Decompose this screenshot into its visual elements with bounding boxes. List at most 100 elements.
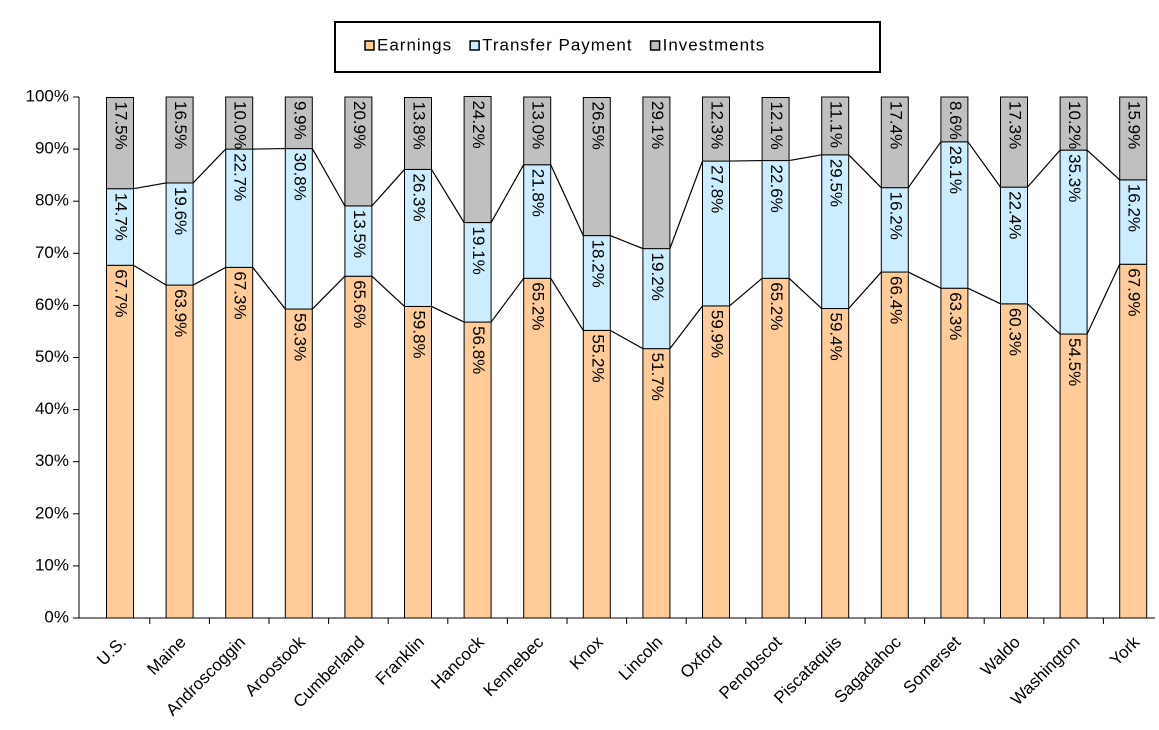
value-label: 35.3% [1065, 154, 1084, 202]
value-label: 26.3% [410, 173, 429, 221]
bar-segment [165, 182, 194, 286]
value-label: 59.9% [708, 310, 727, 358]
bar-segment [821, 96, 850, 156]
value-label: 65.6% [350, 280, 369, 328]
value-label: 59.8% [410, 310, 429, 358]
bar-segment [523, 164, 552, 279]
series-line [908, 271, 942, 289]
value-label: 10.0% [231, 101, 250, 149]
bar-segment [284, 96, 313, 150]
series-line [431, 305, 465, 323]
value-label: 29.1% [648, 101, 667, 149]
series-line [907, 141, 942, 189]
value-label: 20.9% [350, 101, 369, 149]
series-line [848, 271, 882, 309]
value-label: 9.9% [290, 101, 309, 140]
value-label: 13.8% [410, 102, 429, 150]
bar-segment [284, 308, 313, 619]
value-label: 65.2% [767, 282, 786, 330]
value-label: 17.3% [1006, 101, 1025, 149]
bar-segment [940, 96, 969, 143]
value-label: 16.5% [171, 101, 190, 149]
value-label: 28.1% [946, 146, 965, 194]
bar-segment [940, 141, 969, 289]
y-tick-label: 60% [35, 295, 69, 314]
legend-swatch [469, 40, 480, 51]
y-tick-label: 100% [26, 86, 69, 105]
bar-segment [702, 96, 730, 162]
bar-segment [284, 148, 313, 310]
series-line [967, 287, 1001, 305]
bar-segment [165, 96, 194, 184]
bar-segment [821, 308, 850, 619]
bar-segment [106, 188, 134, 266]
value-label: 15.9% [1125, 101, 1144, 149]
bar-segment [523, 96, 552, 166]
bar-segment [1059, 333, 1088, 619]
series-line [133, 264, 167, 286]
legend-box [334, 21, 881, 73]
y-tick-label: 20% [35, 503, 69, 522]
bar-segment [582, 329, 611, 619]
x-tick-label: Waldo [977, 633, 1024, 680]
series-line [430, 169, 465, 223]
value-label: 19.1% [469, 227, 488, 275]
value-label: 63.3% [946, 292, 965, 340]
bar-segment [642, 248, 671, 350]
value-label: 54.5% [1065, 338, 1084, 386]
series-line [550, 164, 584, 236]
series-line [192, 148, 227, 184]
y-tick-label: 90% [35, 139, 69, 158]
series-line [669, 160, 704, 249]
y-tick-label: 80% [35, 191, 69, 210]
value-label: 22.6% [767, 165, 786, 213]
series-line [669, 305, 703, 350]
bar-segment [404, 168, 432, 307]
bar-segment [761, 277, 790, 619]
bar-segment [225, 148, 254, 268]
value-label: 51.7% [648, 353, 667, 401]
series-line [1086, 263, 1121, 335]
y-tick-label: 70% [35, 243, 69, 262]
value-label: 26.5% [588, 102, 607, 150]
value-label: 21.8% [529, 169, 548, 217]
series-line [967, 141, 1001, 188]
bar-segment [106, 264, 134, 619]
value-label: 22.4% [1006, 191, 1025, 239]
value-label: 17.4% [886, 101, 905, 149]
bar-segment [642, 96, 671, 250]
series-line [848, 154, 882, 189]
bar-segment [761, 160, 790, 279]
series-line [311, 275, 346, 310]
series-line [490, 277, 525, 323]
series-line [311, 148, 346, 207]
value-label: 8.6% [946, 101, 965, 140]
series-line [610, 235, 644, 250]
bar-segment [880, 187, 909, 273]
bar-segment [582, 235, 611, 331]
bar-segment [404, 305, 432, 619]
series-line [788, 154, 822, 162]
bar-segment [1119, 179, 1148, 265]
x-tick-label: Franklin [372, 633, 428, 689]
bar-segment [940, 287, 969, 619]
series-line [729, 159, 763, 162]
x-tick-label: Oxford [676, 633, 726, 683]
bar-segment [1000, 303, 1028, 619]
x-tick-label: Lincoln [615, 633, 667, 685]
series-line [133, 182, 167, 190]
y-tick-label: 40% [35, 399, 69, 418]
bar-segment [880, 96, 909, 189]
value-label: 27.8% [708, 165, 727, 213]
value-label: 63.9% [171, 289, 190, 337]
value-label: 29.5% [827, 159, 846, 207]
value-label: 66.4% [886, 276, 905, 324]
bar-segment [702, 305, 730, 619]
bar-segment [821, 154, 850, 310]
value-label: 56.8% [469, 326, 488, 374]
value-label: 10.2% [1065, 101, 1084, 149]
legend-swatch [649, 40, 661, 51]
value-label: 18.2% [588, 240, 607, 288]
series-line [252, 147, 286, 150]
